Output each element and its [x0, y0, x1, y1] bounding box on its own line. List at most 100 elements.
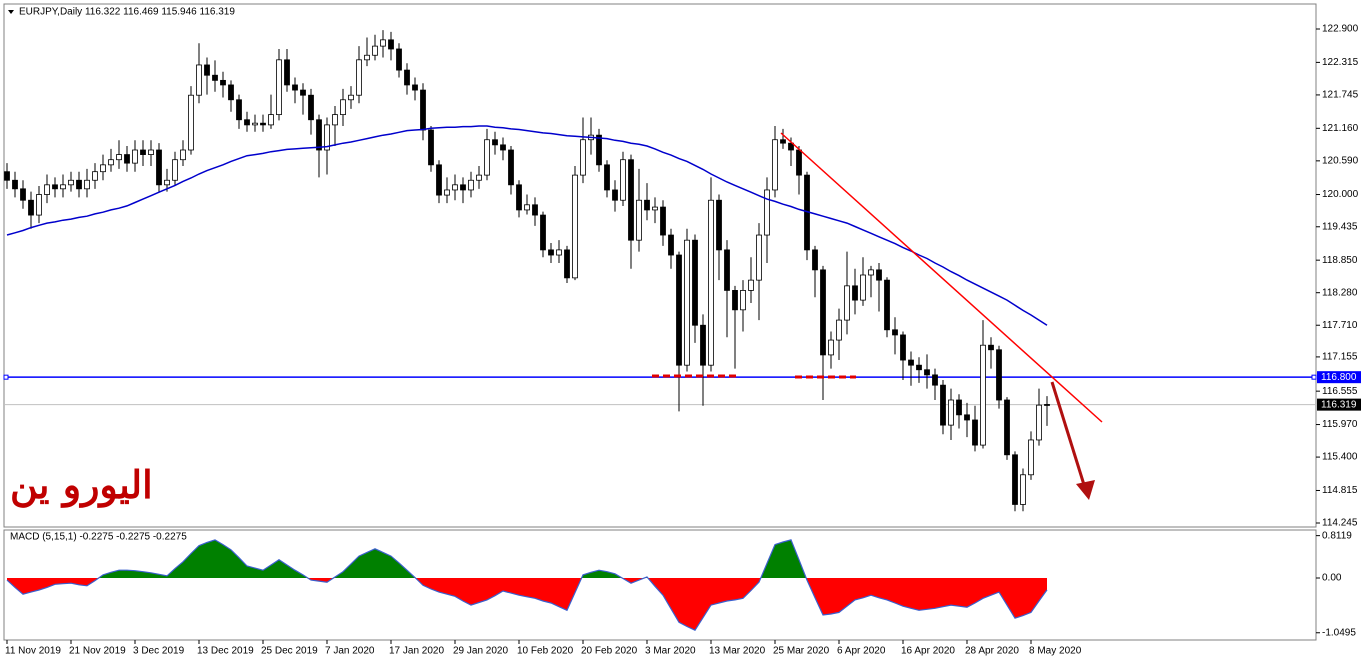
y-tick-label: 120.590: [1322, 155, 1359, 166]
macd-area: [679, 578, 687, 627]
macd-area: [695, 578, 703, 631]
y-tick-label: 121.160: [1322, 123, 1359, 134]
macd-area: [583, 572, 591, 578]
candle-body: [772, 139, 778, 191]
macd-area: [599, 570, 607, 578]
candle-body: [412, 84, 418, 91]
macd-area: [839, 578, 847, 613]
y-tick-label: 114.815: [1322, 485, 1358, 496]
x-tick-label: 3 Dec 2019: [133, 646, 185, 657]
macd-area: [895, 578, 903, 607]
candle-body: [68, 179, 74, 186]
candle-body: [220, 79, 226, 86]
macd-area: [935, 578, 943, 609]
macd-area: [831, 578, 839, 614]
candle-body: [796, 149, 802, 176]
macd-area: [15, 578, 23, 595]
candle-body: [228, 84, 234, 101]
x-tick-label: 29 Jan 2020: [453, 646, 508, 657]
macd-area: [503, 578, 511, 594]
candle-body: [140, 149, 146, 155]
macd-area: [847, 578, 855, 607]
candle-body: [436, 164, 442, 196]
macd-area: [375, 548, 383, 578]
macd-area: [911, 578, 919, 611]
chart-header: EURJPY,Daily 116.322 116.469 115.946 116…: [19, 7, 235, 18]
candle-body: [4, 171, 10, 181]
candle-body: [508, 149, 514, 186]
candle-body: [996, 349, 1002, 401]
x-tick-label: 11 Nov 2019: [5, 646, 61, 657]
macd-area: [423, 578, 431, 589]
candle-body: [604, 164, 610, 191]
macd-area: [543, 578, 551, 604]
candle-body: [460, 184, 466, 191]
macd-area: [1023, 578, 1031, 616]
candle-body: [212, 74, 218, 81]
candle-body: [332, 114, 338, 126]
level-box: [1317, 371, 1361, 384]
macd-area: [63, 578, 71, 584]
macd-area: [815, 578, 823, 616]
candle-body: [564, 249, 570, 279]
macd-area: [431, 578, 439, 593]
candle-body: [964, 414, 970, 421]
macd-area: [959, 578, 967, 608]
macd-area: [479, 578, 487, 603]
candle-body: [644, 199, 650, 211]
x-tick-label: 25 Dec 2019: [261, 646, 318, 657]
candle-body: [900, 334, 906, 361]
candle-body: [252, 122, 258, 126]
candle-body: [428, 129, 434, 166]
candle-body: [668, 234, 674, 256]
candle-body: [364, 54, 370, 61]
candle-body: [724, 249, 730, 291]
candle-body: [124, 154, 130, 164]
candle-body: [116, 154, 122, 161]
macd-area: [927, 578, 935, 610]
candle-body: [132, 149, 138, 164]
x-tick-label: 7 Jan 2020: [325, 646, 375, 657]
y-tick-label: 118.280: [1322, 287, 1358, 298]
macd-area: [447, 578, 455, 597]
moving-average: [6, 125, 1048, 326]
macd-area: [567, 578, 575, 611]
candle-body: [468, 179, 474, 191]
candle-body: [444, 189, 450, 196]
y-tick-label: 118.850: [1322, 255, 1358, 266]
candle-body: [692, 239, 698, 326]
x-tick-label: 21 Nov 2019: [69, 646, 126, 657]
candle-body: [716, 199, 722, 251]
y-tick-label: 122.900: [1322, 24, 1359, 35]
macd-area: [223, 544, 231, 578]
macd-area: [127, 570, 135, 578]
macd-area: [367, 548, 375, 578]
candle-body: [260, 122, 266, 126]
macd-area: [215, 539, 223, 578]
macd-area: [119, 570, 127, 578]
macd-area: [967, 578, 975, 608]
candle-body: [244, 119, 250, 126]
candle-body: [92, 171, 98, 181]
candle-body: [764, 189, 770, 236]
candle-body: [1012, 454, 1018, 505]
candle-body: [892, 329, 898, 336]
macd-area: [951, 578, 959, 607]
y-tick-label: 117.710: [1322, 320, 1358, 331]
macd-area: [399, 562, 407, 578]
macd-area: [487, 578, 495, 600]
candle-body: [204, 64, 210, 76]
macd-area: [31, 578, 39, 593]
last-price-label: 116.319: [1321, 399, 1357, 410]
last-price-box: [1317, 398, 1361, 411]
candle-body: [12, 179, 18, 190]
macd-title: MACD (5,15,1) -0.2275 -0.2275 -0.2275: [10, 532, 187, 543]
macd-area: [663, 578, 671, 609]
candle-body: [404, 69, 410, 86]
macd-area: [199, 542, 207, 578]
candle-body: [356, 59, 362, 96]
macd-area: [175, 561, 183, 578]
menu-arrow[interactable]: [8, 10, 14, 14]
candle-body: [908, 359, 914, 366]
candle-body: [740, 290, 746, 311]
